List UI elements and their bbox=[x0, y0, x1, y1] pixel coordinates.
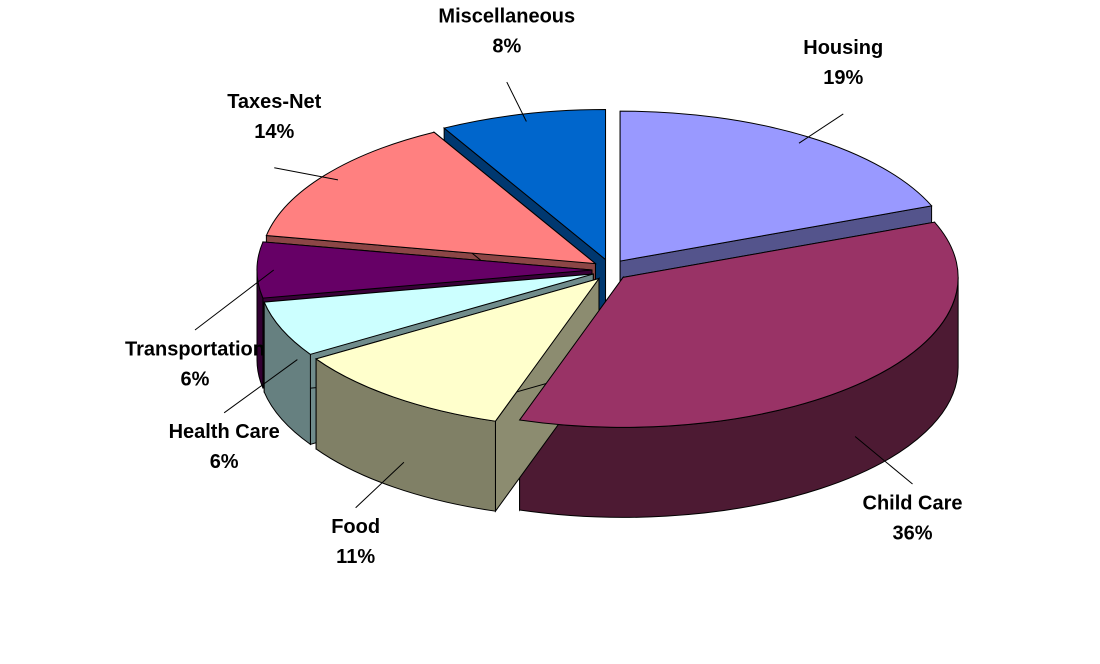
slice-value-label: 19% bbox=[823, 67, 863, 89]
leader-line bbox=[798, 113, 844, 144]
slice-top bbox=[263, 273, 594, 355]
slice-value-label: 14% bbox=[254, 121, 294, 143]
slice-label: Health Care bbox=[169, 421, 280, 443]
slice-top bbox=[265, 131, 598, 265]
slice-value-label: 6% bbox=[210, 451, 239, 473]
slice-label: Child Care bbox=[863, 492, 963, 514]
slice-top bbox=[443, 109, 607, 261]
leader-line bbox=[506, 81, 527, 122]
slice-value-label: 6% bbox=[181, 368, 210, 390]
slice-value-label: 36% bbox=[893, 522, 933, 544]
leader-line bbox=[854, 436, 913, 485]
slice-top bbox=[256, 241, 593, 299]
leader-line bbox=[355, 461, 405, 509]
slice-label: Transportation bbox=[125, 338, 265, 360]
slice-label: Miscellaneous bbox=[438, 5, 575, 27]
slice-label: Housing bbox=[803, 37, 883, 59]
slice-value-label: 8% bbox=[492, 35, 521, 57]
slice-value-label: 11% bbox=[336, 546, 375, 568]
leader-line bbox=[194, 269, 275, 331]
slice-label: Food bbox=[331, 516, 380, 538]
leader-line bbox=[274, 167, 339, 181]
leader-line bbox=[223, 359, 298, 414]
slice-top bbox=[518, 221, 959, 428]
slice-top bbox=[314, 277, 601, 422]
slice-label: Taxes-Net bbox=[227, 91, 321, 113]
